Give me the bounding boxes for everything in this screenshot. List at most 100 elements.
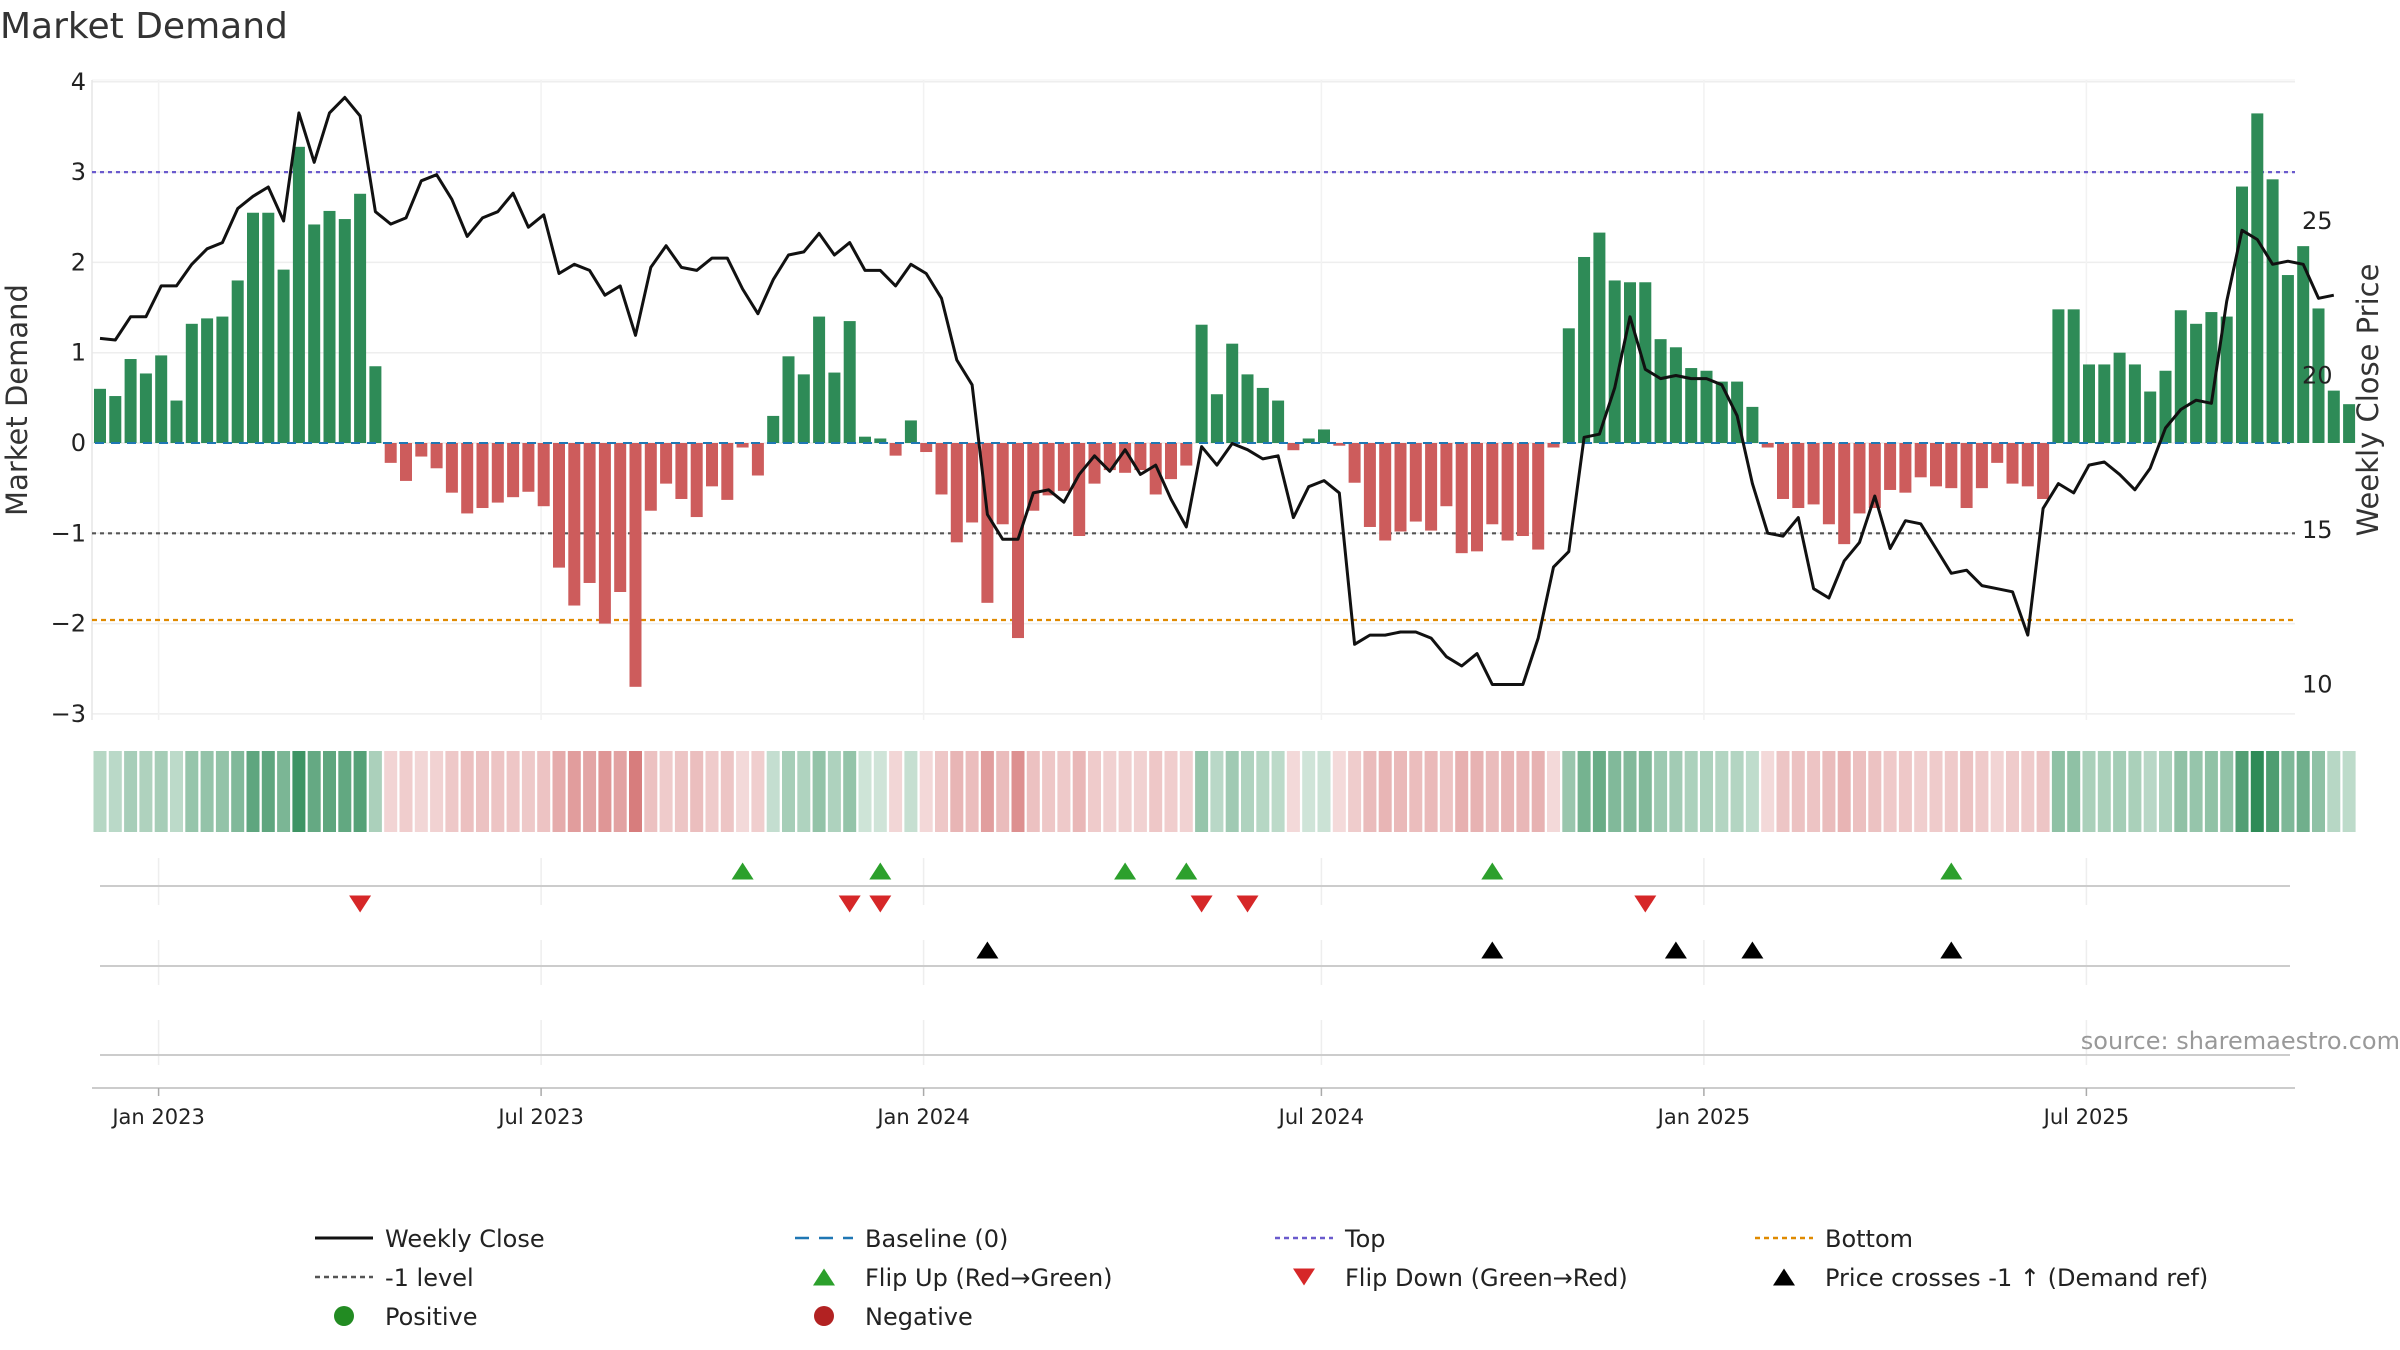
strip-cell <box>1394 751 1407 832</box>
chart-title: Market Demand <box>0 6 288 47</box>
strip-cell <box>1700 751 1713 832</box>
demand-bar <box>216 316 229 443</box>
strip-cell <box>185 751 199 832</box>
x-tick-label: Jan 2024 <box>875 1105 970 1129</box>
strip-cell <box>2006 751 2019 832</box>
demand-bar <box>139 373 152 443</box>
demand-bar <box>1027 443 1040 511</box>
strip-cell <box>1562 751 1576 832</box>
strip-cell <box>2220 751 2234 832</box>
demand-bar <box>2067 309 2080 443</box>
strip-cell <box>292 751 306 832</box>
strip-cell <box>705 751 719 832</box>
demand-bar <box>1318 429 1330 443</box>
demand-bar <box>1379 443 1392 541</box>
strip-cell <box>1133 751 1147 832</box>
strip-cell <box>980 751 994 832</box>
demand-bar <box>1180 443 1193 466</box>
demand-bar <box>859 436 871 443</box>
strip-cell <box>904 751 918 832</box>
legend-swatch <box>1293 1268 1315 1286</box>
demand-bar <box>1654 339 1667 443</box>
demand-bar <box>2251 113 2264 443</box>
strip-cell <box>1470 751 1484 832</box>
x-tick-label: Jul 2023 <box>496 1105 583 1129</box>
strip-cell <box>1669 751 1683 832</box>
strip-cell <box>1378 751 1392 832</box>
left-tick-label: 0 <box>71 429 86 457</box>
strip-cell <box>1195 751 1209 832</box>
strip-cell <box>2312 751 2325 832</box>
demand-bar <box>2343 404 2356 443</box>
demand-bar <box>1975 443 1988 489</box>
demand-bar <box>231 280 244 443</box>
demand-bar <box>2266 179 2279 443</box>
strip-cell <box>1944 751 1958 832</box>
demand-bar <box>537 443 550 507</box>
demand-heat-strip <box>93 751 2356 832</box>
demand-bar <box>430 443 443 469</box>
demand-bar <box>1532 443 1545 550</box>
demand-bar <box>1409 443 1422 522</box>
strip-cell <box>1883 751 1897 832</box>
demand-bar <box>1700 370 1713 443</box>
strip-cell <box>1317 751 1331 832</box>
flip-up-marker <box>869 862 892 880</box>
strip-cell <box>1455 751 1469 832</box>
strip-cell <box>1990 751 2004 832</box>
demand-bar <box>1792 443 1805 509</box>
demand-bar <box>1914 443 1927 478</box>
demand-bar <box>553 443 565 568</box>
demand-bar <box>1516 443 1529 537</box>
price-cross-marker <box>1481 941 1504 959</box>
strip-cell <box>231 751 245 832</box>
strip-cell <box>996 751 1010 832</box>
demand-bar <box>889 443 902 456</box>
demand-bar <box>2190 323 2203 443</box>
legend-label: Positive <box>385 1303 478 1331</box>
x-tick-label: Jan 2025 <box>1656 1105 1751 1129</box>
strip-cell <box>1761 751 1775 832</box>
strip-cell <box>843 751 857 832</box>
left-tick-label: 2 <box>71 248 86 276</box>
demand-bar <box>2312 308 2325 443</box>
strip-cell <box>537 751 551 832</box>
strip-cell <box>766 751 780 832</box>
demand-bar <box>2006 443 2019 484</box>
demand-bar <box>904 420 917 443</box>
strip-cell <box>598 751 612 832</box>
strip-cell <box>139 751 153 832</box>
strip-cell <box>1853 751 1866 832</box>
demand-bar <box>1899 443 1912 493</box>
strip-cell <box>613 751 627 832</box>
strip-cell <box>935 751 948 832</box>
strip-cell <box>1531 751 1545 832</box>
demand-bar <box>1073 443 1086 537</box>
demand-bar <box>2098 364 2111 443</box>
demand-bar <box>1547 443 1560 448</box>
price-cross-marker <box>976 941 999 959</box>
demand-bar <box>384 443 397 463</box>
legend-swatch <box>814 1306 834 1326</box>
strip-cell <box>246 751 260 832</box>
weekly-close-series <box>99 95 2335 686</box>
strip-cell <box>445 751 459 832</box>
strip-cell <box>1975 751 1989 832</box>
strip-cell <box>1179 751 1193 832</box>
demand-bar <box>1425 443 1438 531</box>
demand-bar <box>614 443 627 592</box>
strip-cell <box>2174 751 2188 832</box>
legend-item: Price crosses -1 ↑ (Demand ref) <box>1773 1264 2208 1292</box>
right-tick-label: 10 <box>2302 671 2333 699</box>
strip-cell <box>1745 751 1759 832</box>
price-cross-marker <box>1940 941 1963 959</box>
demand-bar <box>2128 364 2141 443</box>
demand-bar <box>1272 400 1285 443</box>
demand-bar <box>185 323 198 443</box>
demand-bar <box>1624 282 1636 443</box>
strip-cell <box>1684 751 1698 832</box>
strip-cell <box>2159 751 2172 832</box>
demand-bar <box>1256 387 1269 443</box>
demand-bar <box>1715 381 1728 443</box>
